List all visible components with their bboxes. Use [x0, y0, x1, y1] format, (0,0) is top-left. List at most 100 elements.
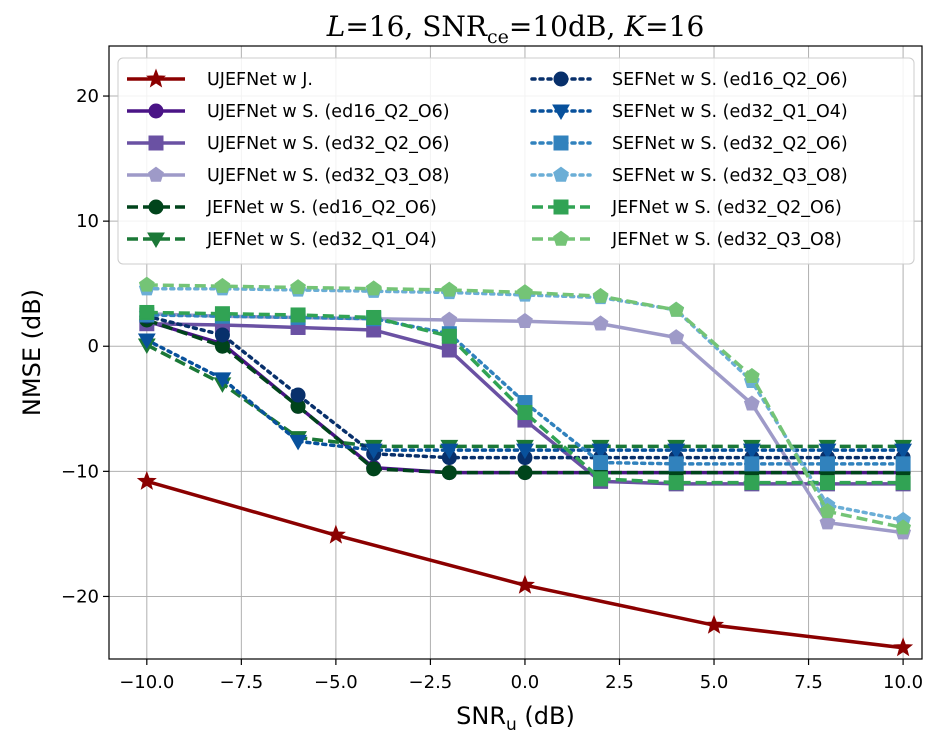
x-tick-label: 5.0 — [700, 672, 729, 693]
data-point — [591, 443, 610, 460]
y-tick-label: −20 — [61, 586, 99, 607]
series-1 — [136, 470, 914, 657]
legend-label: SEFNet w S. (ed16_Q2_O6) — [612, 70, 848, 90]
data-point — [441, 281, 458, 297]
legend-entry: JEFNet w S. (ed32_Q1_O4) — [127, 230, 437, 250]
legend-label: UJEFNet w S. (ed32_Q3_O8) — [207, 166, 450, 186]
series-line — [145, 314, 905, 460]
legend-entry: SEFNet w S. (ed32_Q1_O4) — [530, 102, 848, 122]
x-tick-label: 0.0 — [511, 672, 540, 693]
data-point — [147, 232, 165, 249]
data-point — [593, 455, 609, 471]
data-point — [592, 315, 609, 331]
data-point — [895, 519, 912, 535]
data-point — [138, 276, 155, 292]
data-point — [517, 312, 533, 328]
data-point — [136, 470, 157, 490]
data-point — [704, 614, 725, 634]
data-point — [553, 166, 569, 182]
legend-entry: SEFNet w S. (ed32_Q2_O6) — [530, 134, 848, 154]
series-12 — [138, 276, 912, 535]
xlabel-sub: u — [506, 715, 517, 735]
data-point — [365, 280, 382, 296]
data-point — [139, 304, 155, 320]
x-tick-label: 7.5 — [794, 672, 823, 693]
xlabel-suffix: (dB) — [517, 702, 575, 730]
legend-entry: UJEFNet w J. — [127, 68, 313, 90]
legend-box — [117, 57, 915, 265]
y-tick-label: 10 — [76, 211, 99, 232]
data-point — [819, 456, 835, 472]
data-point — [290, 387, 306, 403]
data-point — [214, 306, 230, 322]
data-point — [552, 104, 570, 121]
data-point — [744, 456, 760, 472]
legend-label: JEFNet w S. (ed32_Q1_O4) — [206, 230, 437, 250]
legend-label: SEFNet w S. (ed32_Q3_O8) — [612, 166, 848, 186]
data-point — [819, 514, 836, 530]
data-point — [290, 307, 306, 323]
data-point — [148, 199, 164, 215]
xlabel-main: SNR — [456, 702, 506, 730]
data-point — [553, 71, 569, 87]
data-point — [366, 309, 382, 325]
data-point — [744, 475, 760, 491]
data-point — [517, 405, 533, 421]
title-part: =10dB, — [509, 10, 624, 43]
data-point — [743, 367, 760, 383]
legend-entry: JEFNet w S. (ed32_Q2_O6) — [532, 198, 842, 218]
legend-entry: SEFNet w S. (ed16_Q2_O6) — [530, 70, 848, 90]
legend-entry: JEFNet w S. (ed16_Q2_O6) — [127, 198, 437, 218]
data-point — [514, 574, 535, 594]
title-part: ce — [487, 26, 509, 48]
data-point — [290, 279, 306, 295]
data-point — [213, 372, 232, 388]
data-point — [667, 443, 686, 460]
legend-label: UJEFNet w S. (ed32_Q2_O6) — [207, 134, 450, 154]
chart-title: L=16, SNRce=10dB, K=16 — [326, 10, 705, 48]
data-point — [553, 199, 569, 215]
data-point — [893, 637, 914, 657]
series-11 — [139, 304, 911, 491]
ticks: −10.0 −7.5 −5.0 −2.5 0.0 2.5 5.0 7.5 10.0 −20 −10 0… — [61, 86, 923, 693]
data-point — [895, 475, 911, 491]
data-point — [668, 475, 684, 491]
data-point — [441, 465, 457, 481]
data-point — [441, 328, 457, 344]
x-tick-label: 2.5 — [605, 672, 634, 693]
data-point — [593, 471, 609, 487]
x-tick-label: −5.0 — [314, 672, 358, 693]
data-point — [148, 135, 164, 151]
data-point — [146, 68, 166, 88]
y-tick-label: 20 — [76, 86, 99, 107]
legend-label: JEFNet w S. (ed32_Q3_O8) — [611, 230, 842, 250]
legend-label: UJEFNet w J. — [207, 70, 313, 90]
data-point — [743, 395, 760, 411]
series-layer — [136, 276, 914, 657]
title-part: K — [623, 10, 647, 43]
x-tick-label: −10.0 — [119, 672, 174, 693]
title-part: =16 — [645, 10, 704, 43]
data-point — [742, 443, 761, 460]
legend-entry: JEFNet w S. (ed32_Q3_O8) — [532, 230, 842, 250]
legend-label: JEFNet w S. (ed32_Q2_O6) — [611, 198, 842, 218]
plot-frame — [108, 45, 923, 660]
data-point — [819, 475, 835, 491]
y-tick-label: −10 — [61, 461, 99, 482]
data-point — [441, 311, 458, 327]
data-point — [441, 342, 457, 358]
x-tick-label: 10.0 — [883, 672, 923, 693]
data-point — [517, 284, 533, 300]
legend-entry: UJEFNet w S. (ed32_Q3_O8) — [127, 166, 450, 186]
y-axis-label: NMSE (dB) — [18, 289, 46, 416]
data-point — [553, 230, 569, 246]
data-point — [668, 456, 684, 472]
data-point — [289, 434, 307, 451]
data-point — [668, 329, 685, 345]
data-point — [894, 443, 913, 460]
x-tick-label: −7.5 — [219, 672, 263, 693]
title-part: L — [326, 10, 346, 43]
x-tick-label: −2.5 — [409, 672, 453, 693]
data-point — [148, 103, 164, 119]
